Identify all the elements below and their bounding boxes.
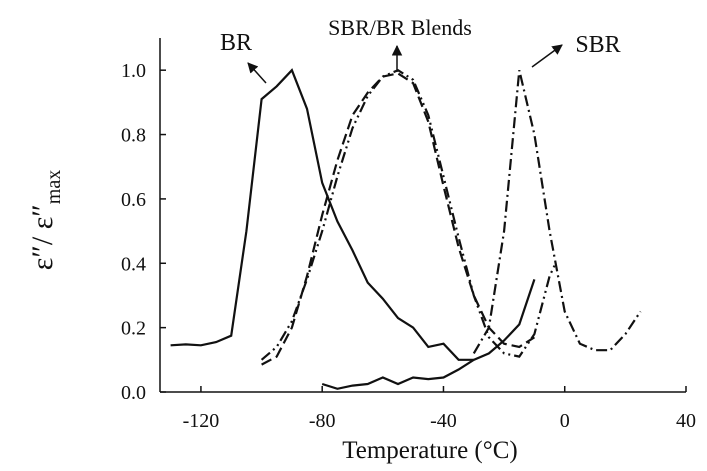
- y-tick-label: 0.8: [121, 125, 146, 147]
- data-line: [321, 279, 536, 390]
- y-tick-label: 0.0: [121, 382, 146, 404]
- y-tick-label: 1.0: [121, 60, 146, 82]
- x-axis-label: Temperature (°C): [342, 437, 518, 464]
- data-line: [260, 68, 557, 361]
- annotation: BR: [220, 30, 252, 56]
- y-label-sub: max: [43, 170, 65, 204]
- y-tick-label: 0.4: [121, 253, 146, 275]
- data-line: [472, 69, 642, 354]
- x-tick-label: -80: [309, 410, 336, 432]
- y-tick-label: 0.2: [121, 318, 146, 340]
- arrow: [531, 44, 563, 68]
- annotation: SBR/BR Blends: [328, 15, 472, 40]
- data-line: [170, 68, 474, 361]
- x-tick-label: -40: [430, 410, 457, 432]
- x-tick-label: 40: [676, 410, 696, 432]
- y-label-main: ε″/ ε″: [26, 204, 59, 270]
- x-tick-label: 0: [560, 410, 570, 432]
- y-tick-label: 0.6: [121, 189, 146, 211]
- x-tick-label: -120: [183, 410, 220, 432]
- annotation: SBR: [575, 32, 620, 58]
- data-line: [261, 72, 535, 366]
- y-axis-label: ε″/ ε″max: [26, 170, 65, 270]
- arrow: [247, 62, 267, 84]
